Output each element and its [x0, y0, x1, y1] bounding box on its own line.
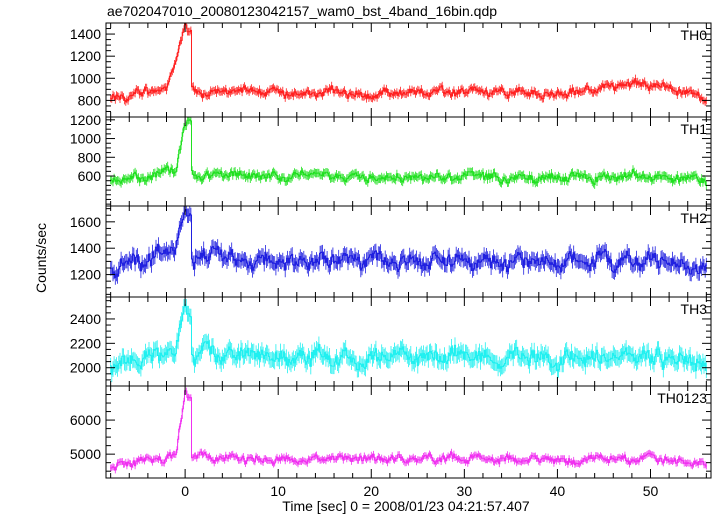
y-tick-label: 6000: [70, 412, 101, 428]
panel-label: TH0: [681, 27, 708, 43]
series-th0123: [110, 387, 707, 474]
x-tick-label: 30: [457, 483, 473, 499]
step-line: [110, 390, 707, 471]
series-th3: [110, 297, 707, 383]
panel-label: TH0123: [657, 390, 707, 406]
y-tick-label: 2200: [70, 335, 101, 351]
panel-th0123: 5000 6000 TH0123: [70, 385, 712, 479]
x-tick-label: 0: [181, 483, 189, 499]
series-th2: [110, 206, 707, 285]
y-tick-label: 1200: [70, 112, 101, 128]
panel-label: TH1: [681, 121, 708, 137]
panel-frame: [105, 22, 712, 118]
y-tick-label: 1400: [70, 26, 101, 42]
series-th0: [110, 23, 707, 106]
panel-label: TH2: [681, 210, 708, 226]
panel-th1: 600 800 1000 1200 TH1: [70, 112, 712, 207]
y-tick-label: 1600: [70, 214, 101, 230]
panel-frame: [105, 116, 712, 207]
panel-th3: 2000 2200 2400 TH3: [70, 296, 712, 387]
page-title: ae702047010_20080123042157_wam0_bst_4ban…: [107, 3, 498, 19]
error-bars: [110, 206, 707, 285]
x-tick-label: 20: [363, 483, 379, 499]
y-tick-label: 1000: [70, 70, 101, 86]
x-axis-label: Time [sec] 0 = 2008/01/23 04:21:57.407: [282, 498, 530, 514]
step-line: [110, 23, 707, 103]
panel-frame: [105, 296, 712, 387]
error-bars: [110, 297, 707, 383]
panel-th0: 800 1000 1200 1400 TH0: [70, 22, 712, 118]
y-tick-label: 800: [78, 92, 102, 108]
y-tick-label: 1000: [70, 131, 101, 147]
y-tick-label: 2400: [70, 311, 101, 327]
x-tick-label: 40: [550, 483, 566, 499]
y-tick-label: 1200: [70, 48, 101, 64]
y-tick-label: 5000: [70, 446, 101, 462]
y-tick-label: 600: [78, 168, 102, 184]
y-tick-label: 1400: [70, 240, 101, 256]
series-th1: [110, 117, 707, 190]
y-tick-label: 2000: [70, 360, 101, 376]
x-tick-label: 10: [270, 483, 286, 499]
y-axis-label: Counts/sec: [33, 223, 49, 293]
panel-th2: 1200 1400 1600 TH2: [70, 205, 712, 298]
x-tick-label: 50: [643, 483, 659, 499]
y-tick-label: 800: [78, 149, 102, 165]
error-bars: [110, 117, 707, 190]
y-tick-label: 1200: [70, 267, 101, 283]
error-bars: [110, 387, 707, 474]
error-bars: [110, 23, 707, 106]
panel-label: TH3: [681, 301, 708, 317]
